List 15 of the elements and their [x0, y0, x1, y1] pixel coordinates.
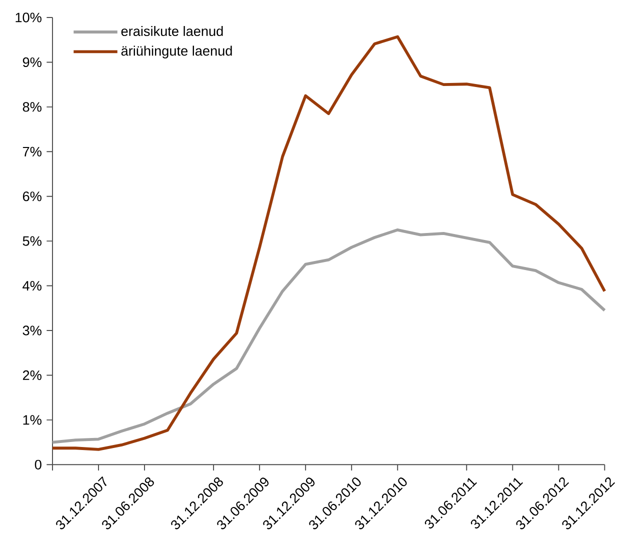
line-series — [51, 35, 606, 451]
legend-label: eraisikute laenud — [121, 26, 223, 36]
y-tick-label: 0 — [34, 460, 42, 470]
y-tick-label: 10% — [16, 12, 42, 22]
y-tick-label: 1% — [23, 415, 42, 425]
y-tick-label: 2% — [22, 370, 42, 380]
y-tick-label: 5% — [22, 236, 42, 246]
y-tick-label: 7% — [22, 146, 42, 156]
y-tick-label: 4% — [22, 280, 42, 290]
line-series — [51, 228, 606, 444]
legend-label: äriühingute laenud — [121, 46, 232, 58]
y-tick-label: 8% — [22, 102, 42, 112]
y-tick-label: 3% — [22, 326, 42, 336]
y-tick-label: 6% — [22, 191, 42, 202]
y-tick-label: 9% — [22, 57, 42, 67]
